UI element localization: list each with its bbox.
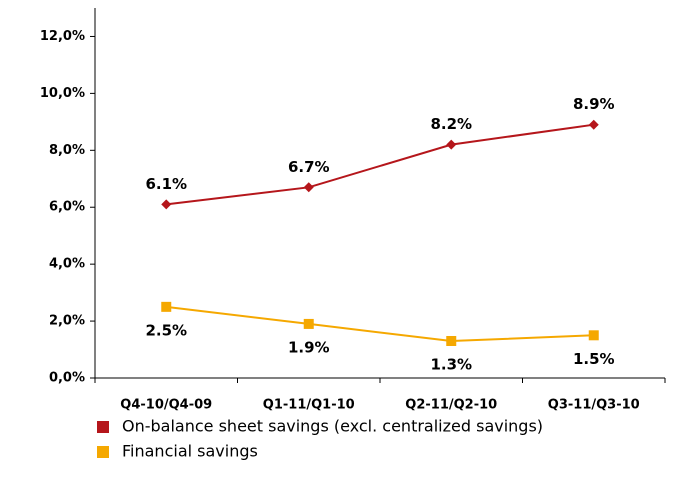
marker	[588, 119, 599, 130]
series-line	[166, 305, 594, 343]
data-label: 8.9%	[573, 95, 615, 113]
data-label: 1.3%	[430, 356, 472, 374]
data-label: 2.5%	[145, 321, 187, 339]
legend-text: Financial savings	[122, 442, 258, 461]
legend-swatch	[97, 446, 109, 458]
marker	[303, 318, 314, 329]
x-tick-label: Q2-11/Q2-10	[405, 398, 497, 413]
data-label: 6.7%	[288, 158, 330, 176]
legend-text: On-balance sheet savings (excl. centrali…	[122, 417, 543, 436]
data-label: 6.1%	[145, 175, 187, 193]
y-tick-label: 6,0%	[49, 200, 85, 215]
x-tick-label: Q3-11/Q3-10	[548, 398, 640, 413]
data-label: 1.5%	[573, 350, 615, 368]
marker	[161, 301, 172, 312]
y-tick-label: 2,0%	[49, 314, 85, 329]
legend-swatch	[97, 421, 109, 433]
marker	[446, 139, 457, 150]
y-tick-label: 12,0%	[40, 29, 85, 44]
marker	[303, 182, 314, 193]
x-tick-label: Q4-10/Q4-09	[120, 398, 212, 413]
y-tick-label: 0,0%	[49, 371, 85, 386]
marker	[588, 330, 599, 341]
y-tick-label: 10,0%	[40, 86, 85, 101]
y-tick-label: 4,0%	[49, 257, 85, 272]
y-tick-label: 8,0%	[49, 143, 85, 158]
data-label: 1.9%	[288, 338, 330, 356]
marker	[446, 336, 457, 346]
x-tick-label: Q1-11/Q1-10	[263, 398, 355, 413]
series-line	[166, 123, 594, 206]
marker	[161, 199, 172, 210]
data-label: 8.2%	[430, 115, 472, 133]
